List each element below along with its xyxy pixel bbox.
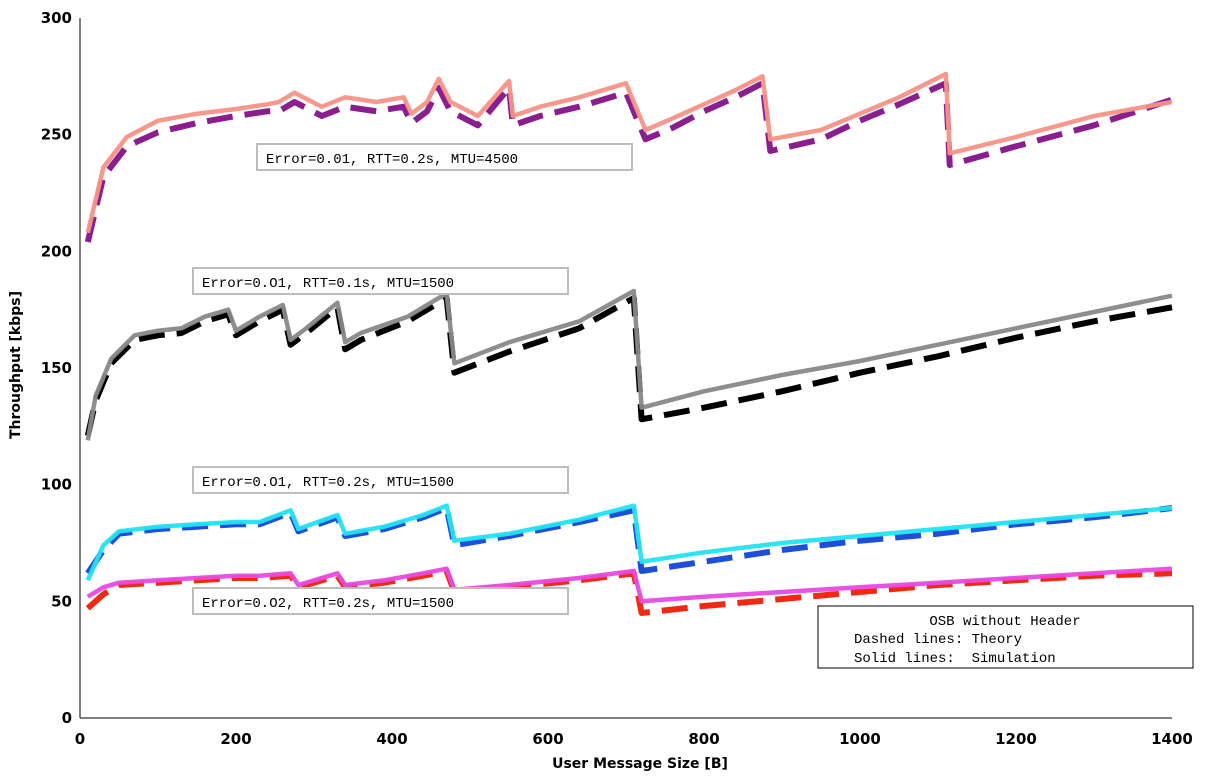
series-2-simulation-solid-line — [85, 71, 1173, 234]
x-tick-label: 600 — [532, 730, 563, 748]
tick-layer: 0 200 400 600 800 1000 1200 1400 0 50 100 150 200 250… — [41, 9, 1193, 748]
series-7-theory-dashed-line — [85, 568, 1173, 616]
x-axis-title: User Message Size [B] — [552, 756, 728, 772]
series-4-simulation-solid-line — [85, 288, 1173, 441]
legend-line-simulation: Solid lines: Simulation — [854, 651, 1056, 667]
series-3-theory-dashed-line — [84, 295, 1173, 437]
x-tick-label: 1400 — [1151, 730, 1193, 748]
y-axis-title: Throughput [kbps] — [8, 291, 24, 439]
y-tick-label: 100 — [41, 476, 72, 494]
x-tick-label: 400 — [376, 730, 407, 748]
annotation-2-text: Error=0.O1, RTT=0.1s, MTU=1500 — [202, 276, 454, 292]
y-tick-label: 300 — [41, 9, 72, 27]
y-tick-label: 50 — [51, 592, 72, 610]
legend-title: OSB without Header — [929, 614, 1080, 630]
annotation-3: Error=0.O1, RTT=0.2s, MTU=1500 — [192, 466, 569, 494]
annotation-2: Error=0.O1, RTT=0.1s, MTU=1500 — [192, 267, 569, 295]
series-layer — [84, 71, 1173, 616]
x-tick-label: 200 — [220, 730, 251, 748]
y-tick-label: 0 — [62, 709, 72, 727]
legend: OSB without Header Dashed lines: Theory … — [817, 605, 1194, 669]
x-tick-label: 1000 — [839, 730, 881, 748]
y-tick-label: 200 — [41, 242, 72, 260]
y-tick-label: 150 — [41, 359, 72, 377]
legend-line-theory: Dashed lines: Theory — [854, 632, 1022, 648]
annotation-4-text: Error=0.O2, RTT=0.2s, MTU=1500 — [202, 596, 454, 612]
x-tick-label: 0 — [75, 730, 85, 748]
y-tick-label: 250 — [41, 126, 72, 144]
x-tick-label: 1200 — [995, 730, 1037, 748]
annotation-1-text: Error=0.01, RTT=0.2s, MTU=4500 — [266, 152, 518, 168]
series-8-simulation-solid-line — [86, 566, 1173, 604]
annotation-4: Error=0.O2, RTT=0.2s, MTU=1500 — [192, 587, 569, 615]
x-tick-label: 800 — [688, 730, 719, 748]
annotation-1: Error=0.01, RTT=0.2s, MTU=4500 — [256, 143, 633, 171]
series-5-theory-dashed-line — [85, 505, 1173, 575]
series-1-theory-dashed-line — [84, 80, 1173, 243]
annotation-3-text: Error=0.O1, RTT=0.2s, MTU=1500 — [202, 475, 454, 491]
series-6-simulation-solid-line — [85, 503, 1173, 582]
